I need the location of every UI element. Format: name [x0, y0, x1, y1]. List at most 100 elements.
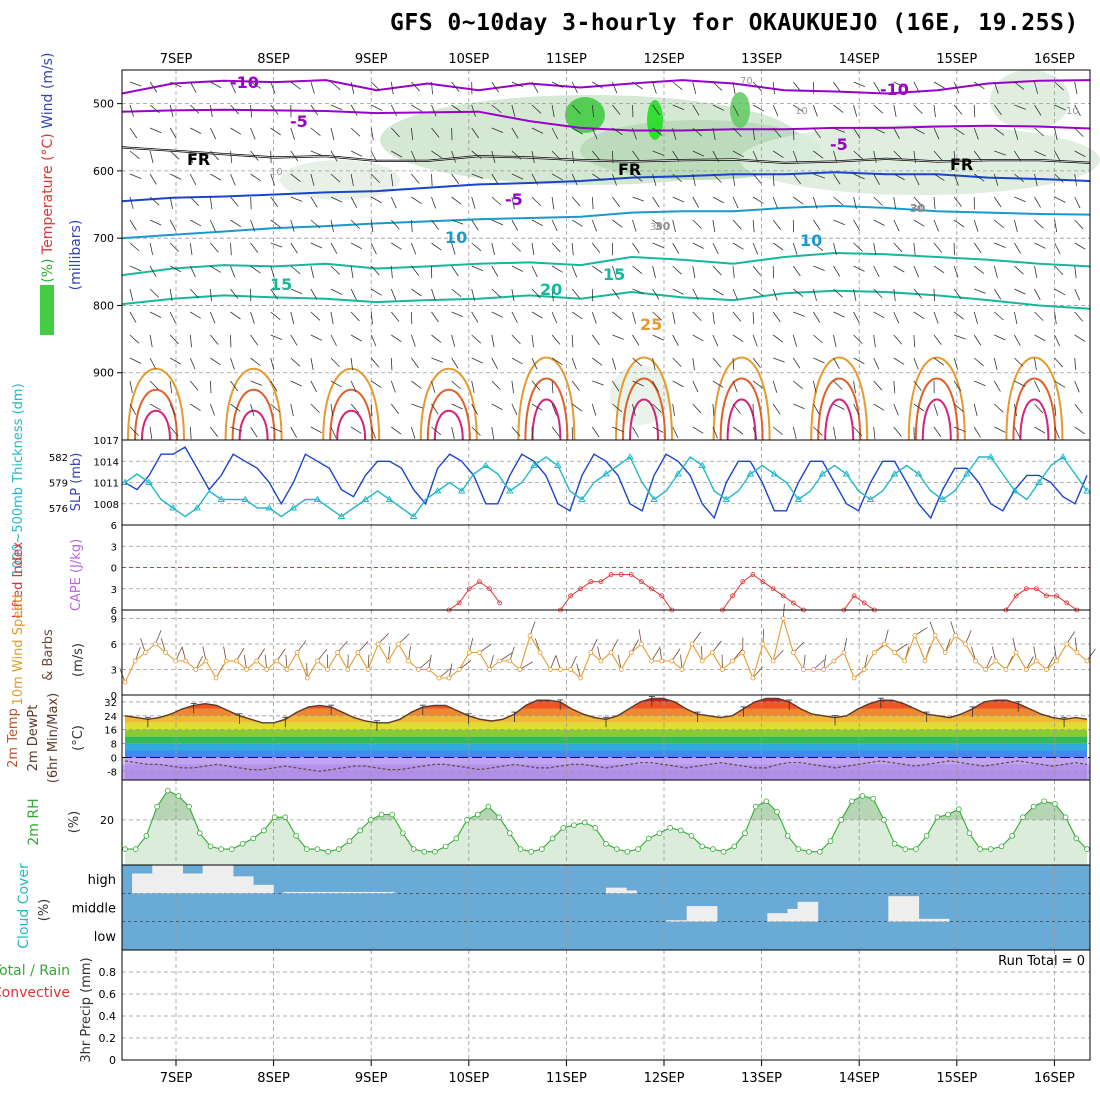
- wind-barb: [652, 81, 657, 94]
- isotherm-fr-inner: [121, 147, 1091, 164]
- rh-point: [881, 817, 887, 823]
- y-axis-title: (°C): [71, 725, 86, 751]
- wind-barb: [1074, 196, 1081, 209]
- rh-point: [314, 846, 321, 852]
- lifted-index-line: [722, 573, 804, 611]
- cloud-bar: [706, 906, 718, 922]
- wind-barb: [310, 81, 315, 94]
- wind-barb: [813, 219, 821, 231]
- wind-barb: [551, 81, 564, 88]
- wind-barb: [230, 173, 236, 186]
- wind-barb: [853, 334, 863, 344]
- y-axis-title: (%): [37, 899, 52, 922]
- y-axis-title: 2m Temp: [6, 708, 21, 768]
- wind-barb: [149, 403, 161, 411]
- wind-speed-point: [861, 667, 867, 672]
- wind-barb-10m: [914, 627, 928, 636]
- wind-barb: [1074, 426, 1086, 435]
- y-axis-title-part: (°C): [71, 725, 86, 751]
- wind-barb: [190, 127, 202, 134]
- wind-barb: [612, 242, 614, 256]
- wind-barb-10m: [276, 648, 286, 662]
- cloud-bar: [172, 865, 183, 894]
- wind-barb: [330, 127, 335, 140]
- cloud-bar: [132, 873, 143, 894]
- wind-barb-10m: [843, 637, 848, 653]
- wind-barb: [350, 196, 358, 208]
- wind-speed-point: [1074, 650, 1080, 655]
- wind-barb: [370, 127, 374, 141]
- wind-barb: [1054, 150, 1061, 162]
- wind-barb: [591, 311, 597, 324]
- wind-barb: [893, 150, 903, 160]
- li-tick-label: 0: [111, 564, 117, 575]
- wind-barb: [692, 104, 700, 116]
- cloud-bar: [888, 896, 899, 922]
- wind-barb: [893, 173, 905, 181]
- wind-barb: [591, 426, 600, 438]
- wind-barb: [853, 426, 863, 437]
- wind-barb: [250, 334, 258, 346]
- wind-barb: [129, 403, 137, 415]
- wind-barb: [873, 81, 881, 93]
- wind-speed-point: [426, 667, 432, 672]
- wind-barb: [471, 265, 484, 272]
- wind-barb: [190, 196, 200, 207]
- wind-barb: [772, 104, 779, 117]
- wind-barb: [170, 265, 182, 273]
- temp-tick-label: -8: [107, 767, 117, 778]
- wind-barb: [752, 219, 755, 233]
- wind-barb: [833, 150, 838, 163]
- rh-point: [357, 827, 363, 834]
- wind-barb: [873, 380, 883, 391]
- wind-speed-point: [1033, 658, 1039, 664]
- isotherm-label: -5: [830, 135, 848, 154]
- wind-barb: [612, 403, 623, 413]
- rh-point: [774, 809, 780, 815]
- wind-speed-point: [790, 650, 796, 655]
- wind-barb: [210, 127, 217, 140]
- wind-barb: [190, 311, 201, 319]
- wind-barb: [973, 104, 976, 118]
- wind-barb: [772, 380, 778, 393]
- wind-barb: [772, 127, 782, 138]
- wind-barb: [169, 242, 180, 252]
- rh-point: [410, 846, 417, 852]
- wind-barb: [672, 127, 677, 140]
- wind-barb: [511, 288, 515, 302]
- wind-barb: [230, 196, 239, 207]
- lifted-index-point: [750, 572, 756, 577]
- y-axis-title: (%): [67, 811, 82, 834]
- wind-barb-10m: [1086, 648, 1096, 662]
- thickness-tick-label: 576: [49, 504, 68, 515]
- rh-point: [154, 803, 160, 810]
- x-top-label: 8SEP: [257, 52, 290, 67]
- wind-barb: [1034, 334, 1046, 342]
- cloud-bar: [243, 876, 254, 894]
- y-axis-title-part: 2m DewPt: [26, 705, 41, 772]
- wind-barb: [250, 288, 252, 302]
- wind-barb: [451, 173, 460, 185]
- wind-speed-point: [892, 650, 897, 655]
- rh-point: [1084, 846, 1090, 852]
- rh-point: [987, 846, 994, 852]
- wind-barb: [953, 288, 962, 300]
- wind-barb: [129, 81, 142, 87]
- wind-barb: [632, 426, 639, 438]
- thickness-marker: [794, 495, 803, 502]
- wind-barb: [652, 380, 659, 392]
- temp-tick-label: 24: [104, 712, 117, 723]
- wind-barb-10m: [499, 652, 513, 662]
- wind-barb: [571, 81, 578, 94]
- cloud-bar: [222, 865, 234, 894]
- wind-barb-10m: [823, 654, 827, 670]
- warm-contour: [914, 377, 959, 441]
- wind-barb: [692, 242, 704, 249]
- wind-barb: [210, 104, 213, 118]
- wind-barb: [833, 104, 844, 113]
- wind-barb: [431, 196, 437, 209]
- wind-barb: [411, 265, 420, 276]
- wind-barb: [1054, 426, 1060, 439]
- wind-barb: [732, 173, 736, 187]
- rh-area-high: [125, 790, 1087, 820]
